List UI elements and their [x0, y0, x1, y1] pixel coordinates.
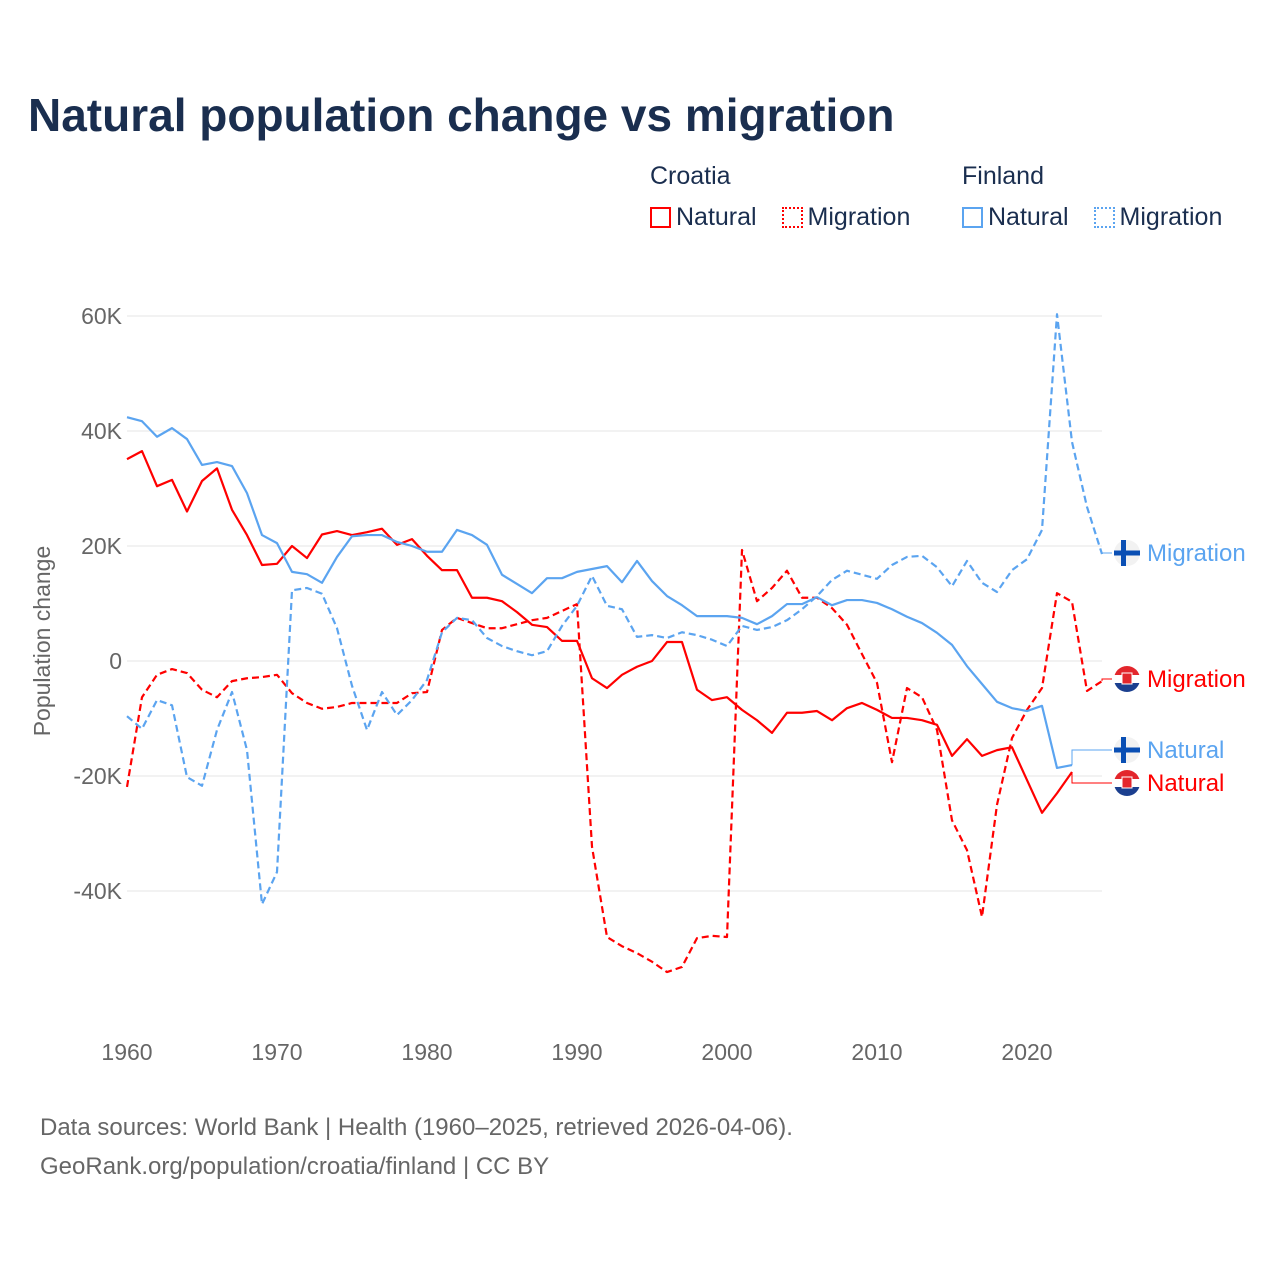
flag-blue	[1114, 787, 1140, 796]
end-label-connector	[1101, 552, 1112, 555]
flag-blue	[1114, 683, 1140, 692]
legend-item-croatia-migration[interactable]: Migration	[781, 203, 911, 232]
legend-item-finland-natural[interactable]: Natural	[962, 203, 1069, 232]
x-tick-label: 1970	[251, 1039, 302, 1065]
y-tick-label: -40K	[73, 878, 122, 904]
flag-red	[1114, 770, 1140, 779]
y-tick-label: 0	[109, 648, 122, 674]
end-label: Natural	[1147, 770, 1224, 797]
y-tick-label: 60K	[81, 303, 123, 329]
y-axis-label: Population change	[29, 546, 55, 737]
end-label: Migration	[1147, 666, 1246, 693]
flag-red	[1114, 666, 1140, 675]
legend-label: Natural	[676, 203, 757, 231]
croatia-flag-icon	[1114, 666, 1140, 692]
chart-title: Natural population change vs migration	[28, 89, 895, 141]
y-tick-label: 40K	[81, 418, 123, 444]
x-tick-label: 1980	[401, 1039, 452, 1065]
legend-swatch-dotted	[1093, 207, 1115, 228]
end-label-connector	[1071, 749, 1112, 766]
flag-shield	[1121, 776, 1133, 789]
end-label: Migration	[1147, 540, 1246, 567]
series-line-croatia-natural	[126, 450, 1073, 814]
croatia-flag-icon	[1114, 770, 1140, 796]
x-tick-label: 1960	[101, 1039, 152, 1065]
flag-cross-h	[1114, 550, 1140, 556]
legend-label: Migration	[1119, 203, 1223, 231]
finland-flag-icon	[1114, 737, 1140, 763]
legend-item-finland-migration[interactable]: Migration	[1093, 203, 1223, 232]
y-tick-label: 20K	[81, 533, 123, 559]
footer-sources: Data sources: World Bank | Health (1960–…	[40, 1114, 793, 1141]
legend-group-croatia: Croatia Natural Migration	[650, 162, 928, 235]
series-line-finland-natural	[126, 416, 1073, 770]
x-tick-label: 2020	[1001, 1039, 1052, 1065]
legend-group-title: Croatia	[650, 162, 731, 190]
legend-label: Natural	[988, 203, 1069, 231]
flag-cross-v	[1121, 540, 1126, 566]
legend-item-croatia-natural[interactable]: Natural	[650, 203, 757, 232]
flag-cross-h	[1114, 747, 1140, 753]
flag-stripes	[1114, 666, 1140, 692]
series-line-croatia-migration	[125, 548, 1103, 974]
legend-label: Migration	[807, 203, 911, 231]
series-line-finland-migration	[126, 313, 1104, 906]
x-tick-label: 2000	[701, 1039, 752, 1065]
legend-swatch-solid	[650, 207, 671, 228]
finland-flag-icon	[1114, 540, 1140, 566]
legend-swatch-dotted	[781, 207, 803, 228]
end-label-connector	[1071, 771, 1112, 784]
y-tick-label: -20K	[73, 763, 122, 789]
flag-shield	[1121, 672, 1133, 685]
x-tick-label: 1990	[551, 1039, 602, 1065]
flag-cross-v	[1121, 737, 1126, 763]
legend-group-title: Finland	[962, 162, 1044, 190]
footer-link[interactable]: GeoRank.org/population/croatia/finland |…	[40, 1153, 550, 1180]
legend-swatch-solid	[962, 207, 983, 228]
legend-group-finland: Finland Natural Migration	[962, 162, 1222, 235]
flag-stripes	[1114, 770, 1140, 796]
end-label-connector	[1101, 678, 1112, 682]
end-label: Natural	[1147, 737, 1224, 764]
x-tick-label: 2010	[851, 1039, 902, 1065]
footer: Data sources: World Bank | Health (1960–…	[40, 1108, 793, 1186]
